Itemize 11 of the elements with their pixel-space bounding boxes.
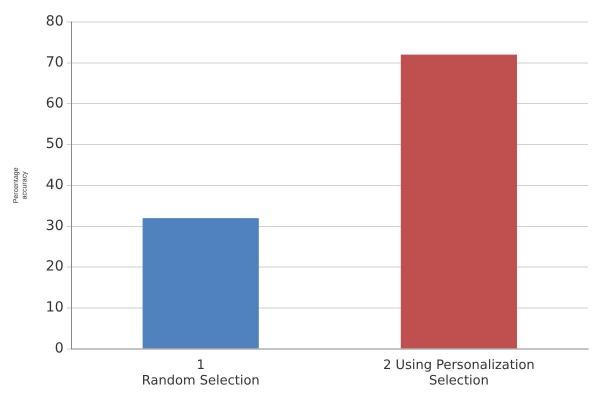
y-tick-label: 80	[46, 14, 64, 30]
x-tick-label: 1 Random Selection	[142, 358, 260, 389]
x-tick-label: 2 Using Personalization Selection	[383, 358, 535, 389]
y-tick-label: 50	[46, 136, 64, 152]
y-tick-label: 0	[54, 340, 64, 356]
y-tick-label: 70	[46, 54, 64, 70]
y-tick-label: 30	[46, 218, 64, 234]
y-tick-label: 60	[46, 95, 64, 112]
y-tick-label: 10	[46, 300, 64, 316]
y-tick-label: 20	[46, 258, 64, 275]
y-tick-label: 40	[46, 177, 64, 194]
